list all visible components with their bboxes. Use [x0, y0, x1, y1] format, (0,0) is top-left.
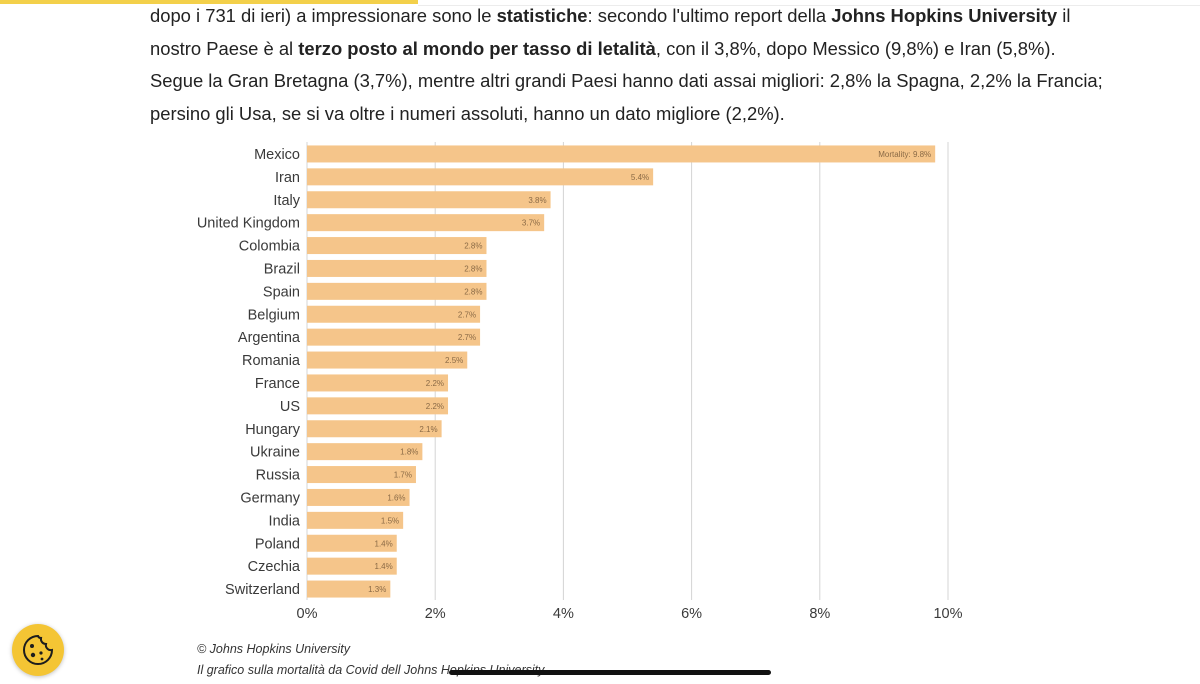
data-label: 2.8% — [464, 264, 482, 273]
data-label: 1.6% — [387, 493, 405, 502]
text-segment: dopo i 731 di ieri) a impressionare sono… — [150, 5, 497, 26]
bar — [307, 305, 481, 323]
text-segment: : secondo l'ultimo report della — [587, 5, 832, 26]
reading-progress-bar — [0, 0, 418, 4]
text-segment: , con il 3,8%, dopo Messico (9,8%) e Ira… — [655, 37, 1056, 59]
article-line-1: dopo i 731 di ieri) a impressionare sono… — [150, 0, 1090, 33]
bar — [307, 237, 487, 255]
bar — [307, 351, 468, 369]
mortality-bar-chart: Mexico Mortality: 9.8% Iran 5.4% Italy 3.8% Un… — [197, 142, 963, 622]
bar — [307, 259, 487, 277]
data-label: 1.4% — [375, 539, 393, 548]
bar — [307, 580, 391, 598]
bar — [307, 168, 654, 186]
data-label: Mortality: 9.8% — [878, 150, 931, 159]
data-label: 5.4% — [631, 173, 649, 182]
article-line-4: persino gli Usa, se si va oltre i numeri… — [150, 98, 1090, 131]
category-label: Iran — [275, 170, 300, 186]
text-segment: persino gli Usa, se si va oltre i numeri… — [150, 102, 785, 124]
category-label: US — [280, 399, 300, 415]
category-label: Italy — [273, 193, 300, 209]
bar — [307, 328, 481, 346]
bold-text-segment: terzo posto al mondo per tasso di letali… — [298, 37, 656, 59]
bold-text-segment: statistiche — [496, 5, 588, 26]
x-tick-label: 4% — [553, 606, 574, 622]
bar — [307, 488, 410, 506]
category-label: Switzerland — [225, 582, 300, 598]
bar — [307, 282, 487, 300]
category-label: Mexico — [254, 147, 300, 163]
article-line-3: Segue la Gran Bretagna (3,7%), mentre al… — [150, 65, 1103, 98]
x-tick-label: 6% — [681, 606, 702, 622]
data-label: 2.7% — [458, 333, 476, 342]
data-label: 2.8% — [464, 287, 482, 296]
category-label: India — [269, 513, 301, 529]
category-label: Ukraine — [250, 445, 300, 461]
text-segment: nostro Paese è al — [150, 37, 299, 59]
bar — [307, 511, 404, 529]
data-label: 1.3% — [368, 585, 386, 594]
data-label: 2.5% — [445, 356, 463, 365]
cookie-icon — [23, 634, 54, 665]
bold-text-segment: Johns Hopkins University — [831, 5, 1058, 26]
category-label: Poland — [255, 536, 300, 552]
category-label: Germany — [240, 490, 300, 506]
home-indicator — [449, 670, 771, 675]
bar — [307, 214, 545, 232]
bar — [307, 466, 416, 484]
x-tick-label: 2% — [425, 606, 446, 622]
data-label: 2.1% — [419, 425, 437, 434]
category-label: Spain — [263, 284, 300, 300]
bar — [307, 557, 397, 575]
category-label: France — [255, 376, 300, 392]
category-label: Argentina — [238, 330, 301, 346]
bar — [307, 443, 423, 461]
article-paragraph: dopo i 731 di ieri) a impressionare sono… — [150, 0, 1103, 131]
bar — [307, 397, 449, 415]
text-segment: il — [1057, 5, 1071, 26]
data-label: 3.7% — [522, 219, 540, 228]
data-label: 2.8% — [464, 242, 482, 251]
data-label: 1.5% — [381, 516, 399, 525]
category-label: Colombia — [239, 239, 301, 255]
x-tick-label: 8% — [809, 606, 830, 622]
category-label: Hungary — [245, 422, 301, 438]
category-label: Russia — [256, 468, 301, 484]
category-label: Brazil — [264, 261, 300, 277]
header-divider — [418, 5, 1200, 6]
bar — [307, 145, 936, 163]
category-label: Belgium — [248, 307, 300, 323]
bar — [307, 420, 442, 438]
category-label: United Kingdom — [197, 216, 300, 232]
bar — [307, 374, 449, 392]
article-line-2: nostro Paese è al terzo posto al mondo p… — [150, 33, 1090, 66]
x-tick-label: 0% — [297, 606, 318, 622]
category-label: Czechia — [248, 559, 301, 575]
cookie-settings-button[interactable] — [12, 624, 64, 676]
image-credit: © Johns Hopkins University — [197, 642, 351, 656]
data-label: 1.7% — [394, 471, 412, 480]
data-label: 2.2% — [426, 402, 444, 411]
data-label: 1.8% — [400, 448, 418, 457]
text-segment: Segue la Gran Bretagna (3,7%), mentre al… — [150, 70, 1103, 91]
data-label: 3.8% — [528, 196, 546, 205]
data-label: 2.7% — [458, 310, 476, 319]
category-label: Romania — [242, 353, 301, 369]
bar — [307, 191, 551, 209]
data-label: 1.4% — [375, 562, 393, 571]
data-label: 2.2% — [426, 379, 444, 388]
x-tick-label: 10% — [933, 606, 962, 622]
bar — [307, 534, 397, 552]
